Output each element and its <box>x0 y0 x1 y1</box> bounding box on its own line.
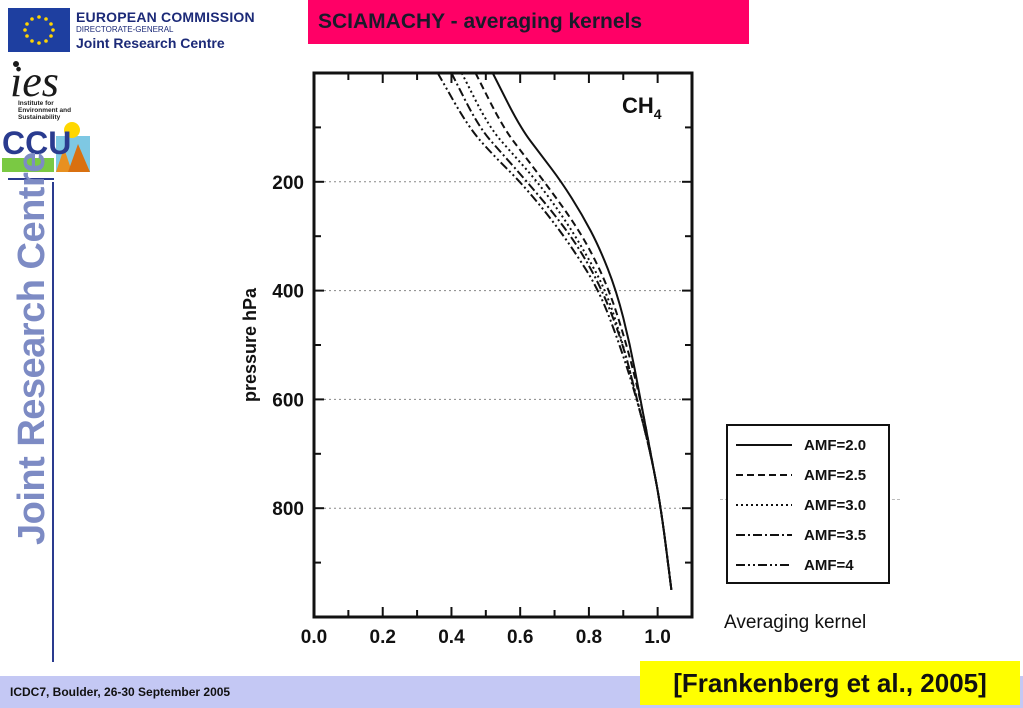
eu-flag-icon <box>8 8 70 52</box>
series-layer <box>436 72 673 590</box>
series-line <box>436 72 673 590</box>
ies-tagline-line: Institute for <box>18 100 54 107</box>
org-dg: DIRECTORATE-GENERAL <box>76 25 174 34</box>
legend-label: AMF=3.0 <box>804 497 867 514</box>
averaging-kernel-chart: 200 400 600 800 0.0 0.2 0.4 0.6 0.8 1.0 CH4 press… <box>240 71 694 648</box>
slide-title: SCIAMACHY - averaging kernels <box>308 0 749 44</box>
sidebar-divider <box>8 178 54 180</box>
legend-label: AMF=2.0 <box>804 437 867 454</box>
legend-item: AMF=2.5 <box>734 464 884 486</box>
series-line <box>474 72 673 590</box>
tick-layer: 200 400 600 800 0.0 0.2 0.4 0.6 0.8 1.0 <box>272 73 693 648</box>
sidebar-vertical-line <box>52 182 54 662</box>
legend-item: AMF=2.0 <box>734 434 884 456</box>
y-tick-label: 400 <box>272 282 304 303</box>
legend-item: AMF=4 <box>734 554 884 576</box>
legend-label: AMF=3.5 <box>804 527 867 544</box>
org-title: EUROPEAN COMMISSION <box>76 9 255 25</box>
series-line <box>450 72 673 590</box>
ies-tagline-line: Sustainability <box>18 114 61 121</box>
chart-annotation: CH4 <box>622 93 662 122</box>
sidebar-vertical-text: Joint Research Centre <box>11 152 53 545</box>
legend-item: AMF=3.5 <box>734 524 884 546</box>
citation-box: [Frankenberg et al., 2005] <box>640 661 1020 705</box>
x-tick-label: 0.4 <box>438 627 465 648</box>
legend-label: AMF=2.5 <box>804 467 867 484</box>
y-axis-label: pressure hPa <box>240 287 260 402</box>
ccu-logo: CCU <box>2 122 90 172</box>
x-axis-label: Averaging kernel <box>724 612 867 633</box>
x-tick-label: 0.2 <box>370 627 396 648</box>
ies-tagline-line: Environment and <box>18 107 72 114</box>
x-tick-label: 1.0 <box>644 627 670 648</box>
chart-legend: AMF=2.0 AMF=2.5 AMF=3.0 AMF=3.5 AMF=4 <box>726 424 890 584</box>
ec-header-text: EUROPEAN COMMISSION DIRECTORATE-GENERAL … <box>76 9 255 51</box>
y-tick-label: 200 <box>272 173 304 194</box>
ies-logo: ies <box>10 58 59 106</box>
org-jrc: Joint Research Centre <box>76 35 225 51</box>
ies-tagline: Institute for Environment and Sustainabi… <box>18 100 71 121</box>
legend-item: AMF=3.0 <box>734 494 884 516</box>
x-tick-label: 0.8 <box>576 627 602 648</box>
x-tick-label: 0.6 <box>507 627 533 648</box>
grid-layer <box>314 181 692 509</box>
series-line <box>460 72 673 590</box>
chart-annotation-sub: 4 <box>654 106 662 122</box>
conference-text: ICDC7, Boulder, 26-30 September 2005 <box>10 685 231 699</box>
ccu-logo-text: CCU <box>2 125 71 161</box>
legend-label: AMF=4 <box>804 557 854 574</box>
x-tick-label: 0.0 <box>301 627 327 648</box>
chart-annotation-main: CH <box>622 93 654 118</box>
y-tick-label: 800 <box>272 499 304 520</box>
y-tick-label: 600 <box>272 390 304 411</box>
